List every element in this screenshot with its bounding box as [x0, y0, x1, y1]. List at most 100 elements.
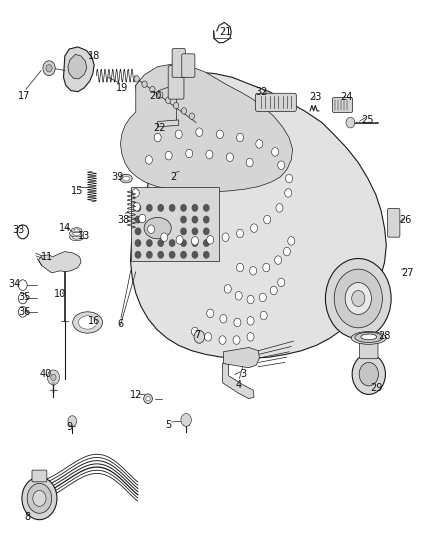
FancyBboxPatch shape — [388, 208, 400, 237]
Circle shape — [247, 295, 254, 304]
Text: 29: 29 — [371, 383, 383, 393]
Text: 14: 14 — [59, 223, 71, 233]
Circle shape — [158, 240, 163, 246]
Circle shape — [135, 216, 141, 223]
Polygon shape — [131, 187, 219, 261]
Circle shape — [161, 233, 168, 241]
Text: 4: 4 — [236, 380, 242, 390]
Circle shape — [47, 370, 60, 385]
Circle shape — [133, 203, 140, 211]
Circle shape — [246, 158, 253, 167]
Circle shape — [158, 205, 163, 211]
Text: 16: 16 — [88, 316, 100, 326]
Circle shape — [173, 102, 179, 109]
FancyBboxPatch shape — [256, 93, 296, 111]
Circle shape — [286, 174, 293, 183]
Circle shape — [283, 247, 290, 256]
Circle shape — [154, 133, 161, 142]
Circle shape — [270, 286, 277, 295]
Ellipse shape — [69, 233, 84, 241]
Circle shape — [196, 128, 203, 136]
Circle shape — [135, 205, 141, 211]
Circle shape — [334, 269, 382, 328]
Circle shape — [139, 214, 146, 223]
Text: 18: 18 — [88, 51, 100, 61]
Circle shape — [247, 333, 254, 341]
Ellipse shape — [361, 334, 377, 340]
Circle shape — [43, 61, 55, 76]
Text: 19: 19 — [116, 83, 128, 93]
Circle shape — [272, 148, 279, 156]
Ellipse shape — [123, 176, 130, 181]
Ellipse shape — [69, 230, 84, 237]
Text: 5: 5 — [166, 421, 172, 430]
Ellipse shape — [144, 217, 171, 239]
Circle shape — [278, 161, 285, 169]
Text: 21: 21 — [219, 27, 232, 37]
Circle shape — [264, 215, 271, 224]
Circle shape — [135, 252, 141, 258]
Circle shape — [181, 108, 187, 114]
Circle shape — [166, 97, 171, 103]
Circle shape — [205, 333, 212, 341]
Circle shape — [148, 225, 155, 233]
Circle shape — [260, 311, 267, 320]
FancyBboxPatch shape — [182, 54, 195, 77]
Circle shape — [207, 236, 214, 244]
Text: 10: 10 — [54, 289, 67, 299]
Circle shape — [352, 290, 365, 306]
Text: 23: 23 — [309, 92, 321, 102]
Ellipse shape — [144, 394, 152, 403]
FancyBboxPatch shape — [332, 98, 353, 112]
Ellipse shape — [120, 174, 132, 183]
Text: 22: 22 — [154, 123, 166, 133]
Circle shape — [170, 240, 175, 246]
Circle shape — [204, 240, 209, 246]
Circle shape — [134, 76, 139, 82]
Circle shape — [237, 263, 244, 272]
Circle shape — [276, 204, 283, 212]
Text: 28: 28 — [378, 331, 391, 341]
Text: 13: 13 — [78, 231, 90, 240]
Circle shape — [158, 252, 163, 258]
Circle shape — [219, 336, 226, 344]
Text: 35: 35 — [18, 293, 30, 302]
Circle shape — [288, 237, 295, 245]
Circle shape — [206, 150, 213, 159]
Circle shape — [170, 205, 175, 211]
Text: 24: 24 — [340, 92, 352, 102]
Circle shape — [22, 477, 57, 520]
Circle shape — [135, 228, 141, 235]
Ellipse shape — [73, 235, 81, 239]
Ellipse shape — [351, 332, 386, 344]
Text: 17: 17 — [18, 91, 30, 101]
Circle shape — [192, 205, 198, 211]
Circle shape — [263, 263, 270, 272]
Text: 34: 34 — [8, 279, 20, 288]
Circle shape — [325, 259, 391, 338]
Text: 39: 39 — [111, 172, 124, 182]
Polygon shape — [120, 64, 293, 192]
Text: 27: 27 — [401, 268, 413, 278]
Text: 2: 2 — [170, 172, 176, 182]
Circle shape — [204, 252, 209, 258]
Circle shape — [147, 240, 152, 246]
FancyBboxPatch shape — [172, 49, 185, 77]
Circle shape — [237, 133, 244, 142]
Text: 8: 8 — [24, 512, 30, 522]
Circle shape — [181, 240, 186, 246]
Circle shape — [27, 483, 52, 513]
Circle shape — [147, 252, 152, 258]
Circle shape — [204, 228, 209, 235]
Text: 15: 15 — [71, 186, 83, 196]
Circle shape — [226, 153, 233, 161]
FancyBboxPatch shape — [32, 470, 47, 482]
Circle shape — [247, 317, 254, 325]
Ellipse shape — [73, 312, 102, 333]
Circle shape — [259, 293, 266, 302]
Circle shape — [216, 130, 223, 139]
Circle shape — [352, 354, 385, 394]
Text: 40: 40 — [40, 369, 52, 379]
Circle shape — [204, 216, 209, 223]
Circle shape — [191, 327, 198, 336]
